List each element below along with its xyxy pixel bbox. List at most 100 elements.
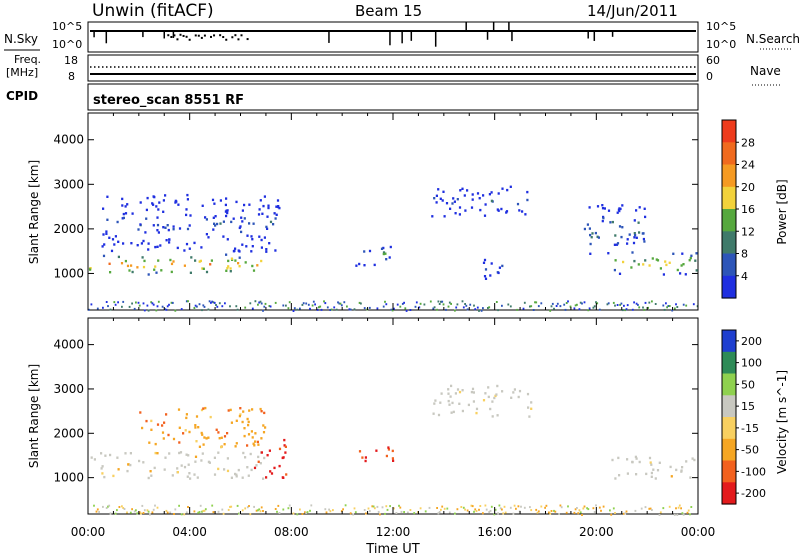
data-cell bbox=[656, 259, 660, 262]
data-cell bbox=[268, 242, 271, 245]
noise-cell bbox=[107, 505, 109, 508]
data-cell bbox=[266, 227, 269, 230]
data-cell bbox=[252, 269, 256, 272]
data-cell bbox=[260, 259, 263, 263]
noise-cell bbox=[398, 504, 400, 507]
data-cell bbox=[239, 413, 242, 416]
data-cell bbox=[284, 451, 287, 454]
noise-cell bbox=[121, 505, 123, 508]
noise-cell bbox=[262, 309, 264, 312]
noise-cell bbox=[503, 505, 506, 508]
colorbar-swatch bbox=[722, 142, 736, 166]
noise-cell bbox=[368, 306, 371, 309]
data-cell bbox=[607, 252, 610, 255]
noise-cell bbox=[598, 506, 601, 509]
data-cell bbox=[247, 474, 250, 477]
data-cell bbox=[187, 454, 190, 457]
noise-cell bbox=[537, 510, 540, 513]
data-cell bbox=[253, 466, 257, 470]
data-cell bbox=[355, 264, 358, 267]
data-cell bbox=[266, 454, 269, 457]
data-cell bbox=[241, 220, 244, 223]
data-cell bbox=[466, 189, 469, 192]
noise-cell bbox=[640, 507, 643, 510]
noise-cell bbox=[96, 307, 99, 310]
data-cell bbox=[225, 214, 228, 218]
nsky-label: N.Sky bbox=[4, 32, 38, 46]
noise-cell bbox=[262, 510, 264, 512]
data-cell bbox=[607, 209, 611, 212]
noise-cell bbox=[253, 505, 255, 508]
data-cell bbox=[100, 452, 103, 455]
data-cell bbox=[164, 456, 167, 459]
data-cell bbox=[211, 198, 215, 202]
noise-cell bbox=[644, 301, 647, 304]
data-cell bbox=[482, 194, 485, 197]
noise-cell bbox=[438, 511, 441, 513]
noise-cell bbox=[620, 302, 623, 305]
data-cell bbox=[131, 212, 134, 215]
data-cell bbox=[106, 218, 109, 221]
noise-cell bbox=[685, 304, 688, 307]
data-cell bbox=[662, 273, 665, 276]
data-cell bbox=[225, 253, 228, 256]
noise-cell bbox=[598, 308, 601, 311]
data-cell bbox=[142, 461, 145, 464]
noise-cell bbox=[595, 301, 597, 304]
noise-cell bbox=[447, 305, 450, 308]
data-cell bbox=[521, 210, 524, 213]
data-cell bbox=[448, 403, 451, 406]
data-cell bbox=[596, 235, 599, 238]
data-cell bbox=[194, 426, 197, 429]
colorbar-swatch bbox=[722, 253, 736, 277]
data-cell bbox=[164, 194, 167, 197]
data-cell bbox=[130, 242, 133, 245]
noise-cell bbox=[323, 300, 325, 303]
noise-cell bbox=[122, 300, 125, 303]
noise-cell bbox=[493, 513, 496, 516]
data-cell bbox=[526, 190, 529, 194]
data-cell bbox=[489, 274, 492, 277]
noise-cell bbox=[147, 309, 150, 312]
noise-cell bbox=[512, 512, 515, 515]
colorbar-tick-label: -50 bbox=[741, 444, 759, 457]
data-cell bbox=[260, 410, 263, 413]
colorbar-swatch bbox=[722, 275, 736, 299]
noise-cell bbox=[535, 508, 538, 511]
noise-cell bbox=[288, 504, 291, 507]
y-tick-label: 1000 bbox=[53, 471, 84, 485]
data-cell bbox=[618, 225, 622, 228]
noise-cell bbox=[488, 306, 491, 309]
data-cell bbox=[633, 259, 636, 263]
data-cell bbox=[202, 443, 205, 446]
data-cell bbox=[278, 206, 281, 210]
noise-cell bbox=[238, 512, 240, 515]
noise-cell bbox=[156, 506, 159, 509]
noise-cell bbox=[654, 303, 657, 305]
colorbar-tick-label: 12 bbox=[741, 225, 755, 238]
noise-cell bbox=[682, 303, 685, 306]
noise-cell bbox=[185, 300, 188, 303]
data-cell bbox=[253, 444, 256, 447]
noise-cell bbox=[381, 506, 384, 509]
data-cell bbox=[385, 454, 388, 458]
data-cell bbox=[263, 456, 266, 460]
noise-cell bbox=[146, 509, 149, 512]
data-cell bbox=[230, 257, 233, 260]
y-tick-label: 4000 bbox=[53, 338, 84, 352]
velocity-axis: 1000 2000 3000 4000 bbox=[53, 318, 699, 514]
data-cell bbox=[664, 260, 667, 263]
data-cell bbox=[439, 401, 442, 404]
data-cell bbox=[240, 230, 243, 234]
noise-cell bbox=[342, 508, 344, 511]
noise-cell bbox=[415, 301, 418, 304]
colorbar-tick-label: 28 bbox=[741, 136, 755, 149]
data-cell bbox=[111, 238, 115, 241]
data-cell bbox=[617, 456, 620, 460]
noise-cell bbox=[689, 513, 691, 516]
data-cell bbox=[506, 188, 509, 192]
data-cell bbox=[230, 421, 233, 424]
noise-cell bbox=[498, 504, 501, 507]
data-cell bbox=[220, 445, 223, 449]
noise-cell bbox=[152, 303, 155, 306]
